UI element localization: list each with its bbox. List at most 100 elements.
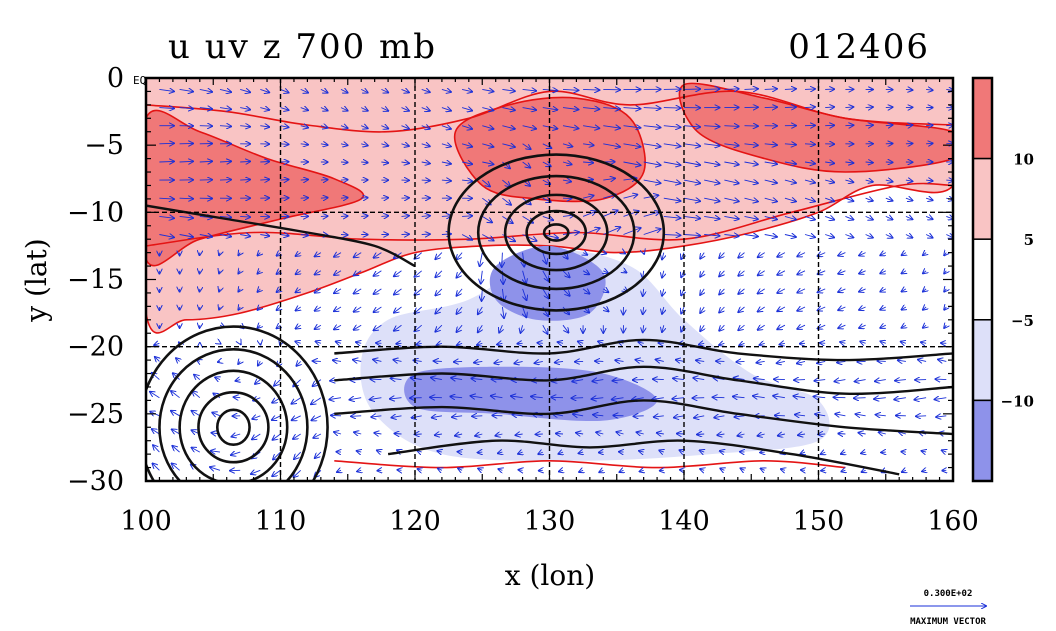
wind-vector: [704, 126, 719, 127]
wind-vector: [865, 235, 873, 238]
wind-vector: [859, 253, 866, 256]
wind-vector: [825, 198, 834, 201]
wind-vector: [482, 126, 493, 129]
wind-vector: [693, 378, 705, 380]
y-tick-label: −20: [67, 332, 124, 363]
wind-vector: [734, 378, 745, 380]
wind-vector: [738, 325, 745, 330]
wind-vector: [798, 434, 806, 435]
wind-vector: [542, 306, 548, 316]
wind-vector: [523, 252, 525, 267]
wind-vector: [194, 375, 201, 380]
wind-vector: [502, 161, 510, 168]
wind-vector: [361, 198, 368, 199]
wind-vector: [293, 433, 301, 439]
wind-vector: [672, 398, 685, 399]
wind-vector: [374, 270, 382, 276]
height-contour-ring: [525, 209, 588, 256]
wind-vector: [159, 235, 174, 238]
wind-vector: [926, 180, 933, 181]
wind-vector: [482, 288, 483, 301]
wind-vector: [862, 470, 866, 472]
wind-vector: [357, 470, 361, 471]
wind-vector: [396, 343, 401, 344]
height-contour-ring: [542, 223, 570, 242]
wind-vector: [926, 89, 933, 90]
wind-vector: [880, 307, 886, 310]
y-tick-label: 0: [107, 63, 124, 94]
wind-vector: [334, 307, 342, 311]
chart-title: u uv z 700 mb: [168, 27, 437, 67]
x-tick-label: 110: [255, 506, 307, 537]
wind-vector: [583, 108, 599, 110]
wind-vector: [421, 162, 430, 164]
wind-vector: [662, 306, 664, 314]
wind-vector: [150, 392, 160, 399]
wind-vector: [700, 306, 704, 313]
wind-vector: [452, 416, 463, 417]
wind-vector: [154, 343, 159, 345]
wind-vector: [885, 235, 893, 238]
wind-vector: [502, 197, 511, 205]
wind-vector: [219, 289, 220, 292]
wind-vector: [804, 144, 815, 145]
height-contour-ring: [447, 153, 666, 312]
wind-vector: [381, 216, 388, 217]
wind-vector: [374, 324, 382, 330]
wind-vector: [820, 343, 825, 344]
y-tick-label: −15: [67, 265, 124, 296]
wind-vector: [472, 416, 483, 417]
wind-vector: [840, 342, 845, 343]
wind-vector: [865, 180, 873, 182]
wind-vector: [277, 253, 281, 256]
wind-vector: [780, 343, 785, 344]
colorbar-labels: 10 5 −5 −10: [1001, 151, 1034, 411]
wind-vector: [944, 325, 946, 328]
wind-vector: [260, 108, 269, 110]
red-contour-line: [146, 90, 953, 133]
wind-vector: [155, 357, 160, 361]
wind-vector: [643, 229, 661, 235]
wind-vector: [192, 448, 201, 453]
wind-vector: [374, 433, 382, 434]
wind-vector: [371, 379, 382, 380]
wind-vector: [373, 360, 382, 362]
wind-vector: [502, 288, 504, 301]
wind-vector: [845, 235, 853, 238]
wind-vector: [398, 470, 402, 471]
wind-vector: [240, 343, 241, 344]
red-contour-line: [334, 459, 846, 469]
wind-vector: [922, 470, 926, 471]
wind-vector: [794, 380, 806, 381]
wind-vector: [215, 377, 220, 379]
wind-vector: [582, 271, 589, 275]
wind-vector: [825, 180, 834, 182]
wind-vector: [938, 360, 947, 362]
wind-vector: [179, 235, 193, 238]
wind-vector: [272, 469, 281, 476]
wind-vector: [315, 289, 322, 293]
wind-vector: [724, 144, 738, 146]
wind-vector: [522, 89, 537, 91]
wind-vector: [381, 126, 388, 129]
wind-vector: [744, 198, 758, 201]
red-contour-line: [146, 182, 953, 247]
wind-vector: [240, 180, 250, 181]
red-contours: [146, 90, 953, 469]
wind-vector: [764, 89, 777, 90]
wind-vector: [603, 126, 620, 128]
wind-vector: [562, 108, 578, 110]
wind-vector: [491, 396, 503, 398]
wind-vector: [898, 360, 906, 361]
wind-vector: [778, 434, 786, 436]
wind-vector: [738, 434, 745, 436]
wind-vector: [475, 434, 483, 436]
wind-vector: [176, 358, 180, 361]
wind-vector: [821, 452, 826, 454]
wind-vector: [280, 235, 289, 236]
wind-vector: [662, 288, 664, 296]
wind-vector: [744, 162, 758, 164]
wind-vector: [902, 307, 906, 310]
wind-vector: [713, 397, 725, 398]
wind-vector: [521, 325, 523, 333]
